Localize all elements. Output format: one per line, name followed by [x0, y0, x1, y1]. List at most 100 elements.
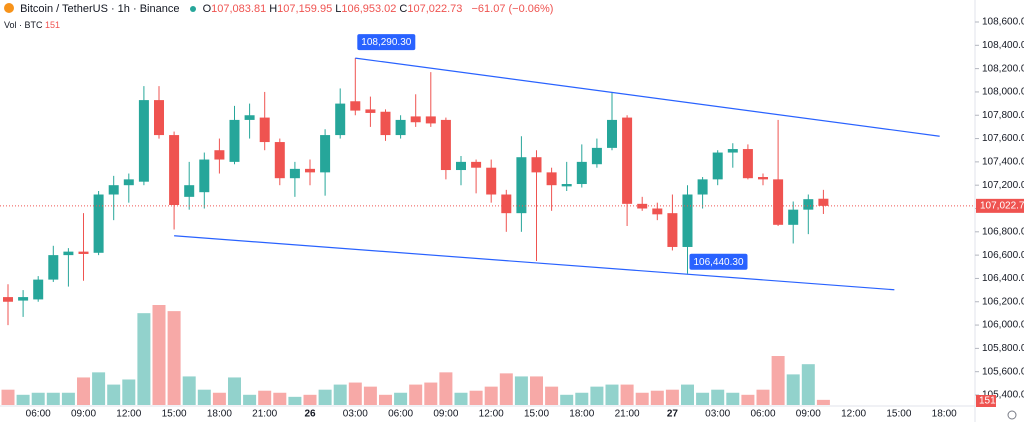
candle-body [486, 167, 497, 195]
y-tick-label: 107,200.00 [982, 180, 1024, 191]
x-tick-label: 15:00 [162, 409, 187, 420]
x-tick-label: 21:00 [615, 409, 640, 420]
ohlc-value: 107,022.73 [407, 3, 463, 15]
candle-body [289, 168, 300, 179]
candle-body [697, 179, 708, 195]
x-tick-label: 18:00 [932, 409, 957, 420]
annotation-label: 108,290.30 [361, 37, 411, 48]
volume-bar [182, 376, 196, 405]
volume-bar [439, 372, 453, 405]
volume-bar [801, 364, 815, 405]
volume-bar [46, 392, 60, 405]
y-tick-label: 105,800.00 [982, 343, 1024, 354]
volume-bar [605, 384, 619, 405]
x-tick-label: 27 [667, 409, 679, 420]
trendline [355, 57, 940, 137]
status-dot [189, 6, 196, 12]
candle-body [712, 152, 723, 180]
candle-body [154, 100, 164, 136]
volume-bar [197, 389, 211, 405]
candle-body [471, 161, 482, 168]
candle-body [199, 159, 210, 193]
header: Bitcoin / TetherUS · 1h · Binance O107,0… [4, 3, 556, 15]
candle-body [184, 185, 195, 197]
volume-bar [499, 373, 513, 405]
volume-last-axis: 151 [979, 396, 996, 407]
candle-body [123, 179, 134, 186]
candle-body [33, 279, 44, 300]
candle-body [395, 119, 406, 136]
candle-body [652, 208, 663, 215]
settings-icon[interactable] [1007, 410, 1017, 420]
x-tick-label: 18:00 [207, 409, 232, 420]
volume-bar [469, 390, 483, 405]
candle-body [259, 117, 270, 143]
candle-body [410, 116, 421, 123]
y-tick-label: 108,400.00 [982, 40, 1024, 51]
volume-bar [756, 389, 770, 405]
candle-body [667, 213, 678, 247]
candle-body [758, 177, 768, 180]
candle-body [365, 109, 376, 113]
volume-bar [303, 394, 317, 405]
candle-body [788, 209, 799, 225]
volume-bar [816, 399, 830, 405]
candle-body [48, 255, 59, 280]
candle-body [335, 103, 346, 136]
candle-body [531, 157, 542, 173]
candle-body [622, 117, 633, 204]
y-tick-label: 105,400.00 [982, 390, 1024, 401]
volume-bar [212, 392, 226, 405]
volume-bar [454, 392, 468, 405]
y-tick-label: 106,000.00 [982, 320, 1024, 331]
volume-bar [514, 376, 528, 405]
volume-legend: Vol · BTC 151 [4, 20, 60, 30]
volume-bar [650, 390, 664, 405]
volume-bar [107, 384, 121, 405]
volume-bar [152, 305, 166, 405]
volume-bar [318, 389, 332, 405]
candle-body [108, 185, 119, 195]
trendline [174, 235, 895, 291]
volume-last-box [976, 395, 996, 407]
candle-body [682, 194, 693, 247]
annotation-box [357, 34, 416, 51]
candle-body [456, 161, 466, 171]
candle-body [63, 251, 74, 256]
ohlc-value: 106,953.02 [341, 3, 397, 15]
volume-bar [16, 394, 30, 405]
x-tick-label: 09:00 [433, 409, 458, 420]
x-tick-label: 06:00 [750, 409, 775, 420]
y-tick-label: 106,600.00 [982, 250, 1024, 261]
x-tick-label: 21:00 [252, 409, 277, 420]
volume-bar [771, 356, 785, 405]
volume-bar [484, 386, 498, 405]
candle-body [350, 101, 361, 111]
volume-bar [424, 382, 438, 405]
volume-bar [92, 372, 106, 405]
candle-body [305, 168, 315, 173]
volume-bar [590, 386, 604, 405]
volume-bar [31, 392, 45, 405]
candle-body [169, 135, 180, 206]
volume-bar [122, 379, 136, 405]
x-tick-label: 15:00 [886, 409, 911, 420]
volume-bar [137, 313, 151, 405]
coin-icon [4, 3, 14, 13]
ohlc-value: 107,159.95 [277, 3, 333, 15]
y-tick-label: 106,200.00 [982, 296, 1024, 307]
candle-body [727, 149, 738, 153]
annotation-box [689, 253, 748, 270]
x-tick-label: 15:00 [524, 409, 549, 420]
volume-bar [1, 389, 15, 405]
candle-body [516, 157, 527, 214]
volume-bar [681, 384, 694, 405]
volume-bar [243, 394, 257, 405]
candle-body [818, 198, 829, 206]
volume-bar [348, 382, 362, 405]
x-tick-label: 18:00 [569, 409, 594, 420]
volume-bar [560, 394, 574, 405]
x-tick-label: 06:00 [26, 409, 51, 420]
candle-body [78, 251, 89, 254]
